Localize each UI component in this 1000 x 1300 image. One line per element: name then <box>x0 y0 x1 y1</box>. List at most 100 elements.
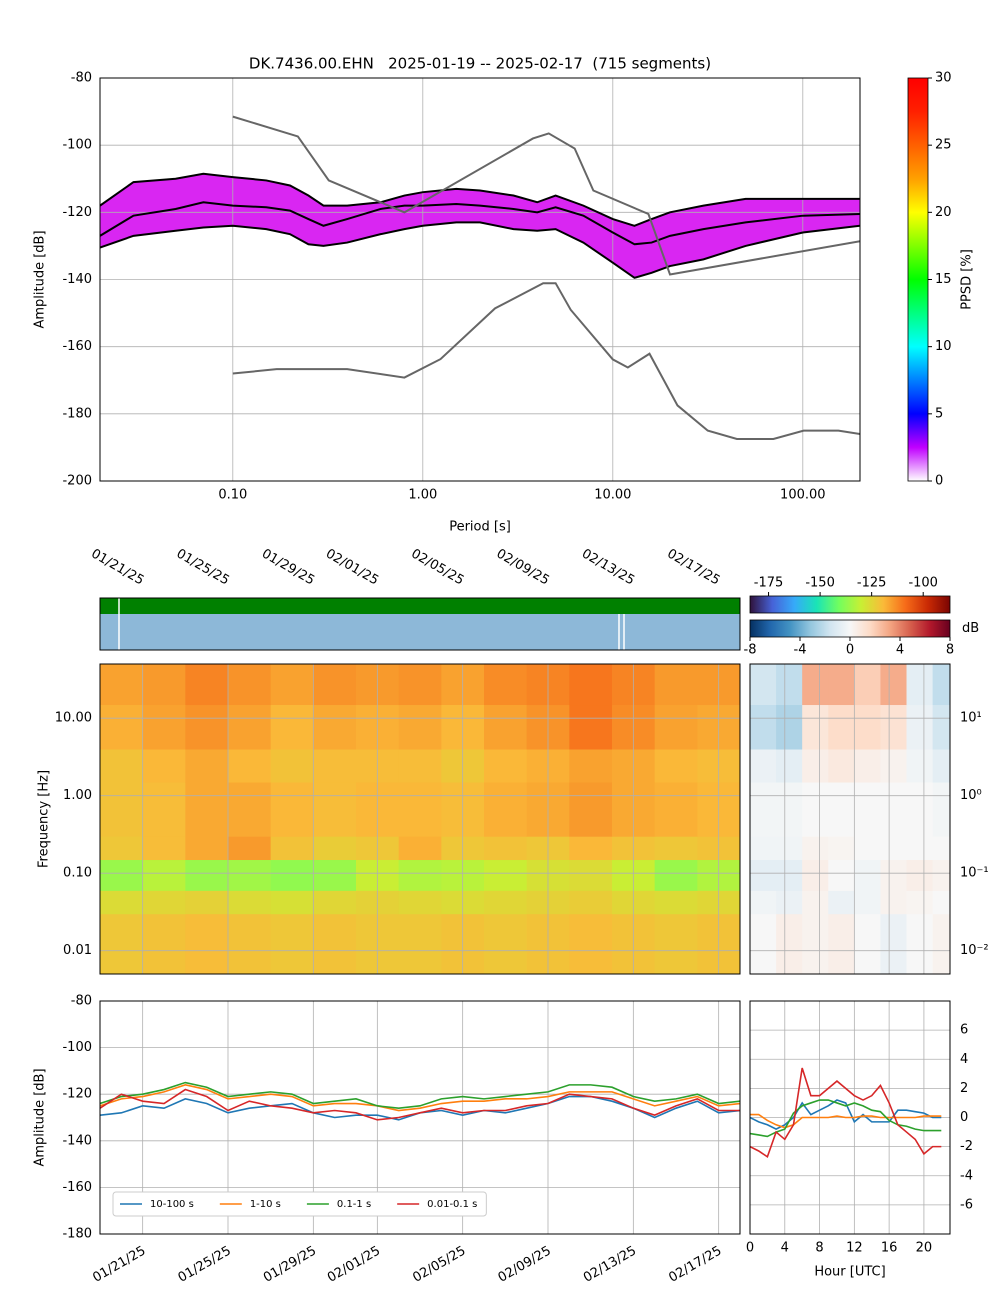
heat-cell <box>185 913 229 974</box>
heat-cell <box>906 749 934 783</box>
heat-cell <box>880 836 908 861</box>
heat-cell <box>484 704 528 750</box>
y-axis-label: Frequency [Hz] <box>37 770 52 868</box>
heat-cell <box>828 913 855 974</box>
availability-bar <box>100 598 740 614</box>
heat-cell <box>906 782 934 837</box>
heat-cell <box>828 890 855 915</box>
colorbar-tick-label: 4 <box>896 643 904 658</box>
heat-cell <box>932 890 950 915</box>
heat-cell <box>906 836 934 861</box>
axes-frame <box>749 1000 951 1235</box>
heat-cell <box>100 704 144 750</box>
heat-cell <box>142 664 186 706</box>
series-line <box>100 221 860 279</box>
heat-cell <box>228 836 272 861</box>
heat-cell <box>802 859 829 891</box>
heat-cell <box>654 836 698 861</box>
axes-frame <box>99 1000 741 1235</box>
x-tick-label: 100.00 <box>780 488 826 503</box>
y-tick-label: -160 <box>62 1180 92 1195</box>
heat-cell <box>398 704 442 750</box>
plot-lines <box>100 115 860 441</box>
gap-bar <box>100 614 740 650</box>
y-tick-label: -100 <box>62 1040 92 1055</box>
heat-cell <box>228 782 272 837</box>
y-tick-label: -4 <box>960 1168 973 1183</box>
series-line <box>750 1099 942 1131</box>
heat-cell <box>313 913 357 974</box>
x-tick-label: 1.00 <box>408 488 437 503</box>
colorbar-tick-label: 15 <box>935 272 952 287</box>
heat-cell <box>854 749 881 783</box>
colorbar-tick-label: 0 <box>935 474 943 489</box>
heat-cell <box>802 913 829 974</box>
heat-cell <box>228 704 272 750</box>
legend: 10-100 s 1-10 s 0.1-1 s 0.01-0.1 s <box>112 1191 487 1217</box>
heat-cell <box>776 704 803 750</box>
colorbar <box>749 595 951 614</box>
y-tick-label: -200 <box>62 474 92 489</box>
y-tick-label: -2 <box>960 1139 973 1154</box>
heat-cell <box>880 913 908 974</box>
heat-cell <box>398 913 442 974</box>
heat-cell <box>142 836 186 861</box>
heat-cell <box>854 890 881 915</box>
heat-cell <box>880 704 908 750</box>
colorbar-tick-label: -4 <box>794 643 807 658</box>
series-line <box>750 1067 942 1159</box>
heat-cell <box>802 782 829 837</box>
heat-cell <box>854 782 881 837</box>
heat-cell <box>654 749 698 783</box>
x-tick-label: 02/01/25 <box>325 1244 383 1286</box>
heat-cell <box>313 859 357 891</box>
heat-cell <box>880 782 908 837</box>
heat-cell <box>142 859 186 891</box>
heat-cell <box>776 913 803 974</box>
x-tick-label: 01/29/25 <box>261 1244 319 1286</box>
axes-frame <box>99 77 861 482</box>
colorbar-tick-label: 10 <box>935 339 952 354</box>
heat-cell <box>398 859 442 891</box>
heat-cell <box>569 890 613 915</box>
x-tick-label: 01/25/25 <box>176 1244 234 1286</box>
chart-title: DK.7436.00.EHN 2025-01-19 -- 2025-02-17 … <box>249 55 711 73</box>
heat-cell <box>270 836 314 861</box>
colorbar <box>907 77 929 482</box>
heat-cell <box>854 704 881 750</box>
heat-cell <box>854 836 881 861</box>
plot-fills <box>100 173 860 278</box>
heat-cell <box>398 664 442 706</box>
colorbar-label: PPSD [%] <box>960 249 975 310</box>
x-axis-label: Period [s] <box>449 520 511 535</box>
x-tick-label: 02/13/25 <box>579 546 637 588</box>
x-tick-label: 02/01/25 <box>323 546 381 588</box>
y-tick-label: 10⁰ <box>960 788 982 803</box>
heat-cell <box>776 859 803 891</box>
x-tick-label: 02/13/25 <box>581 1244 639 1286</box>
plot-lines <box>750 1067 942 1159</box>
x-tick-label: 02/09/25 <box>496 1244 554 1286</box>
heat-cell <box>313 782 357 837</box>
y-tick-label: -180 <box>62 1227 92 1242</box>
heat-cell <box>880 859 908 891</box>
y-tick-label: -120 <box>62 205 92 220</box>
heat-cell <box>932 664 950 706</box>
x-tick-label: 02/09/25 <box>494 546 552 588</box>
y-tick-label: 10¹ <box>960 711 982 726</box>
heat-cell <box>828 704 855 750</box>
heat-cell <box>484 749 528 783</box>
heat-cell <box>654 704 698 750</box>
heat-cell <box>828 664 855 706</box>
heat-cell <box>750 782 777 837</box>
heat-cell <box>142 782 186 837</box>
x-tick-label: 16 <box>881 1241 898 1256</box>
plot-lines <box>100 1081 740 1121</box>
grid <box>100 78 860 481</box>
series-line <box>232 115 860 276</box>
heat-cell <box>484 664 528 706</box>
y-tick-label: 0.01 <box>63 943 92 958</box>
series-line <box>100 172 860 227</box>
colorbar <box>749 619 951 638</box>
